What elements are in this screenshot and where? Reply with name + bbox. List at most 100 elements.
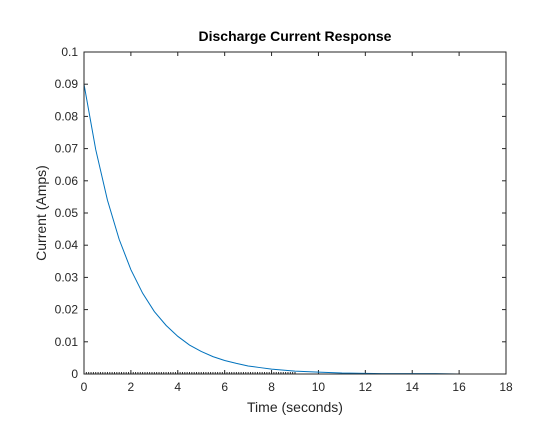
baseline-marker (104, 372, 106, 374)
baseline-marker (256, 372, 258, 374)
baseline-marker (219, 372, 221, 374)
y-tick-label: 0.01 (55, 335, 79, 349)
x-tick-label: 0 (81, 380, 88, 394)
baseline-marker (139, 372, 141, 374)
y-tick-label: 0.09 (55, 77, 79, 91)
baseline-marker (264, 372, 266, 374)
baseline-marker (287, 372, 289, 374)
baseline-marker (137, 372, 139, 374)
chart-title: Discharge Current Response (199, 28, 392, 44)
baseline-marker (160, 372, 162, 374)
baseline-marker (235, 372, 237, 374)
baseline-marker (111, 372, 113, 374)
x-axis-label: Time (seconds) (247, 399, 343, 415)
baseline-marker (252, 372, 254, 374)
baseline-marker (249, 372, 251, 374)
y-tick-label: 0.03 (55, 270, 79, 284)
x-tick-label: 12 (359, 380, 373, 394)
baseline-marker (268, 372, 270, 374)
baseline-marker (181, 372, 183, 374)
baseline-marker (247, 372, 249, 374)
baseline-marker (128, 372, 130, 374)
baseline-marker (102, 372, 104, 374)
baseline-marker (240, 372, 242, 374)
baseline-marker (149, 372, 151, 374)
baseline-marker (221, 372, 223, 374)
baseline-marker (226, 372, 228, 374)
baseline-marker (224, 372, 226, 374)
baseline-marker (193, 372, 195, 374)
baseline-marker (121, 372, 123, 374)
baseline-marker (113, 372, 115, 374)
baseline-marker (212, 372, 214, 374)
baseline-marker (165, 372, 167, 374)
baseline-marker (196, 372, 198, 374)
baseline-marker (106, 372, 108, 374)
baseline-marker (238, 372, 240, 374)
baseline-marker (242, 372, 244, 374)
baseline-marker (177, 372, 179, 374)
baseline-marker (233, 372, 235, 374)
ticks-layer: 0 2 4 6 8 10 12 14 16 18 0 0.01 0.02 0.03 0.04 0.05 0.06… (55, 45, 513, 394)
x-tick-label: 10 (312, 380, 326, 394)
baseline-marker (280, 372, 282, 374)
baseline-marker (144, 372, 146, 374)
baseline-marker (142, 372, 144, 374)
baseline-marker (99, 372, 101, 374)
baseline-marker (292, 372, 294, 374)
baseline-marker (207, 372, 209, 374)
y-axis-label: Current (Amps) (33, 165, 49, 261)
baseline-marker (261, 372, 263, 374)
baseline-marker (116, 372, 118, 374)
x-tick-label: 18 (499, 380, 513, 394)
baseline-marker (186, 372, 188, 374)
baseline-marker (189, 372, 190, 374)
baseline-marker (135, 372, 137, 374)
baseline-marker (179, 372, 181, 374)
baseline-marker (109, 372, 111, 374)
x-tick-label: 2 (128, 380, 135, 394)
baseline-marker (245, 372, 247, 374)
baseline-marker (214, 372, 216, 374)
baseline-marker (163, 372, 165, 374)
x-tick-label: 4 (174, 380, 181, 394)
x-tick-label: 16 (452, 380, 466, 394)
x-tick-label: 6 (221, 380, 228, 394)
baseline-marker (172, 372, 174, 374)
baseline-marker (228, 372, 230, 374)
baseline-marker (289, 372, 291, 374)
y-tick-label: 0 (71, 367, 78, 381)
baseline-markers (83, 372, 296, 374)
baseline-marker (259, 372, 261, 374)
y-tick-label: 0.08 (55, 109, 79, 123)
baseline-marker (231, 372, 233, 374)
baseline-marker (198, 372, 200, 374)
baseline-marker (153, 372, 155, 374)
baseline-marker (210, 372, 212, 374)
baseline-marker (275, 372, 277, 374)
baseline-marker (156, 372, 158, 374)
baseline-marker (266, 372, 268, 374)
baseline-marker (158, 372, 160, 374)
baseline-marker (217, 372, 219, 374)
y-tick-label: 0.1 (61, 45, 78, 59)
x-tick-label: 14 (406, 380, 420, 394)
baseline-marker (132, 372, 134, 374)
baseline-marker (271, 372, 273, 374)
baseline-marker (203, 372, 205, 374)
baseline-marker (294, 372, 296, 374)
y-tick-label: 0.06 (55, 174, 79, 188)
baseline-marker (205, 372, 207, 374)
baseline-marker (184, 372, 186, 374)
baseline-marker (118, 372, 120, 374)
baseline-marker (254, 372, 256, 374)
axes-background (84, 52, 506, 374)
baseline-marker (191, 372, 193, 374)
y-tick-label: 0.05 (55, 206, 79, 220)
baseline-marker (130, 372, 132, 374)
baseline-marker (278, 372, 280, 374)
baseline-marker (125, 372, 127, 374)
x-tick-label: 8 (268, 380, 275, 394)
